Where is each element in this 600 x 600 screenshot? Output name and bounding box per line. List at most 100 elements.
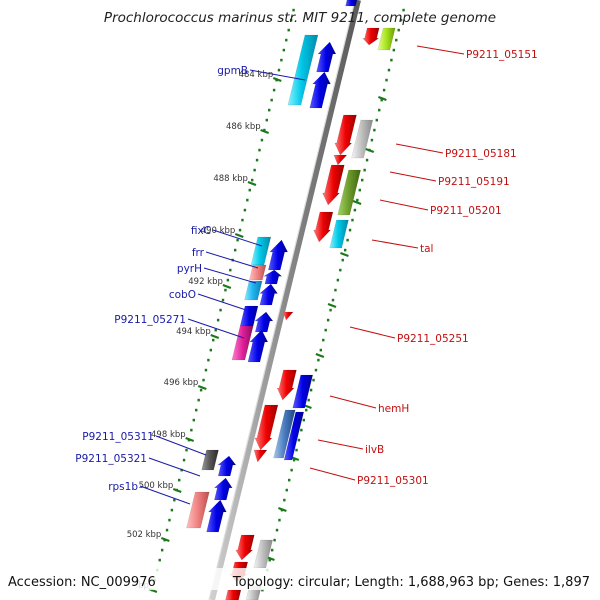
gene-label-left: P9211_05321: [75, 453, 147, 465]
rail-dot-right: [397, 28, 400, 32]
gene-label-left: rps1b: [108, 481, 138, 493]
rail-dot-left: [289, 18, 293, 22]
rail-dot-right: [370, 138, 374, 142]
feature-p9211-05321: [213, 477, 233, 501]
rail-dot-left: [195, 408, 198, 412]
rail-dot-left: [204, 368, 208, 372]
rail-dot-right: [387, 68, 391, 72]
kbp-tick-label: 486 kbp: [226, 122, 261, 132]
right-gene-labels: P9211_05151 P9211_05181 P9211_05191 P9211_0…: [357, 49, 538, 487]
feature-p9211-05271: [231, 325, 254, 361]
feature-hemh-b: [292, 374, 314, 409]
kbp-tick-mark: [327, 302, 337, 309]
feature-gpmb-b: [316, 41, 337, 73]
rail-dot-right: [278, 518, 281, 522]
rail-dot-left: [292, 8, 295, 12]
rail-dot-left: [165, 528, 169, 532]
rail-dot-right: [380, 98, 383, 102]
rail-dot-left: [255, 158, 259, 162]
gene-label-right: P9211_05201: [430, 205, 502, 217]
kbp-tick-label: 488 kbp: [213, 174, 248, 184]
kbp-tick-mark: [260, 128, 269, 135]
feature-ilvb-c: [253, 449, 268, 463]
rail-dot-right: [339, 268, 342, 272]
rail-dot-left: [168, 518, 171, 522]
kbp-tick-label: 496 kbp: [164, 378, 199, 388]
feature-p9211-05271-b: [247, 329, 269, 363]
rail-dot-right: [329, 308, 332, 312]
rail-dot-left: [192, 418, 195, 422]
accession-text: Accession: NC_009976: [8, 575, 156, 590]
gene-label-left: gpmB: [217, 65, 248, 77]
kbp-tick-mark: [272, 76, 282, 83]
rail-dot-right: [261, 588, 264, 592]
kbp-tick-label: 494 kbp: [176, 327, 211, 337]
rail-dot-left: [270, 98, 273, 102]
feature-tal: [329, 219, 349, 249]
leader-line-left: [205, 251, 259, 269]
rail-dot-left: [265, 118, 268, 122]
feature-pyrh-b: [258, 283, 279, 306]
feature-ilvb: [254, 404, 279, 451]
rail-dot-left: [209, 348, 213, 352]
gene-label-left: frr: [192, 247, 205, 259]
feature-bottom-a: [235, 534, 255, 561]
leader-line-left: [155, 435, 207, 456]
kbp-tick-mark: [365, 147, 375, 154]
gene-label-left: pyrH: [177, 263, 202, 275]
genome-backbone: [208, 0, 361, 600]
rail-dot-left: [197, 398, 200, 402]
rail-dot-right: [283, 498, 286, 502]
rail-dot-right: [356, 198, 359, 202]
rail-dot-right: [285, 488, 288, 492]
rail-dot-right: [348, 228, 352, 232]
rail-dot-left: [185, 448, 188, 452]
gene-label-right: P9211_05181: [445, 148, 517, 160]
feature-p9211-05151: [377, 27, 396, 51]
feature-p9211-05191: [322, 164, 345, 206]
rail-dot-left: [246, 198, 249, 202]
leader-line-right: [371, 239, 419, 249]
gene-label-right: P9211_05251: [397, 333, 469, 345]
rail-dot-left: [216, 318, 220, 322]
rail-dot-left: [287, 28, 290, 32]
rail-dot-right: [305, 408, 308, 412]
rail-dot-right: [382, 88, 386, 92]
feature-ilvb-b: [273, 409, 296, 459]
feature-p9211-05191-b: [337, 169, 361, 216]
rail-dot-right: [300, 428, 303, 432]
feature-frr-b: [262, 269, 283, 285]
leader-line-right: [329, 395, 377, 409]
rail-dot-left: [212, 338, 215, 342]
left-gene-labels: gpmB fixC frr pyrH cobO P9211_05271 P9211_0531…: [75, 65, 248, 493]
feature-gpmb-c: [309, 71, 331, 109]
rail-dot-right: [314, 368, 318, 372]
rail-dot-right: [343, 248, 347, 252]
rail-dot-right: [365, 158, 369, 162]
rail-dot-right: [312, 378, 315, 382]
feature-p9211-05181-c: [333, 154, 348, 166]
rail-dot-right: [399, 18, 403, 22]
rail-dot-left: [263, 128, 266, 132]
rail-dot-left: [214, 328, 217, 332]
rail-dot-right: [331, 298, 335, 302]
rail-dot-left: [178, 478, 181, 482]
leader-line-left: [197, 293, 247, 311]
leader-line-right: [309, 467, 356, 481]
rail-dot-right: [319, 348, 323, 352]
feature-bottom-e: [225, 589, 242, 600]
gene-label-left: fixC: [191, 225, 211, 237]
rail-dot-right: [317, 358, 320, 362]
rail-dot-left: [173, 498, 176, 502]
gene-label-right: P9211_05301: [357, 475, 429, 487]
rail-dot-right: [363, 168, 366, 172]
rail-dot-left: [160, 548, 164, 552]
rail-dot-left: [236, 238, 239, 242]
kbp-tick-label: 490 kbp: [201, 226, 236, 236]
tick-rails: [151, 8, 405, 592]
feature-p9211-05181: [334, 114, 357, 156]
rail-dot-left: [233, 248, 237, 252]
gene-label-left: cobO: [169, 289, 196, 301]
rail-dot-right: [326, 318, 330, 322]
